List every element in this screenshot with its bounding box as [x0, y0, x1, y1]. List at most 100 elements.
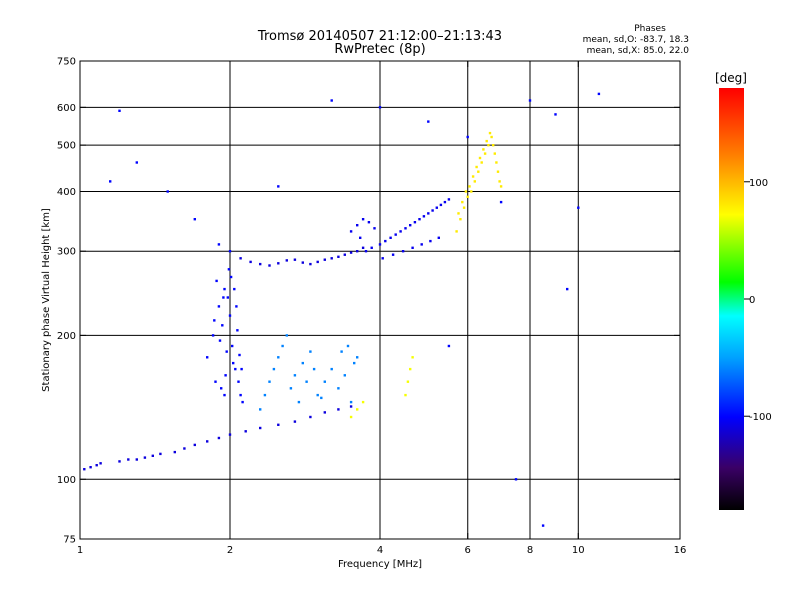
series-trace-3-5mhz — [349, 198, 451, 260]
data-point — [235, 305, 238, 308]
data-point — [193, 443, 196, 447]
data-point — [301, 261, 304, 264]
data-point — [356, 356, 359, 359]
data-point — [215, 279, 218, 283]
data-point — [495, 161, 498, 164]
data-point — [349, 400, 353, 404]
data-point — [378, 243, 382, 246]
data-point — [228, 433, 232, 436]
data-point — [437, 236, 440, 239]
colorbar-label: [deg] — [715, 71, 747, 85]
data-point — [356, 250, 359, 253]
data-point — [468, 185, 471, 188]
data-point — [566, 287, 569, 291]
data-point — [439, 203, 443, 207]
x-tick-label: 2 — [227, 545, 233, 556]
data-points — [83, 92, 601, 527]
data-point — [346, 344, 350, 348]
data-point — [340, 350, 343, 353]
data-point — [231, 344, 234, 348]
data-point — [464, 190, 468, 193]
data-point — [337, 387, 340, 390]
data-point — [233, 287, 236, 291]
data-point — [359, 236, 362, 239]
data-point — [429, 239, 432, 243]
data-point — [239, 393, 242, 397]
data-point — [406, 380, 410, 383]
data-point — [413, 221, 417, 224]
series-trace-scattered — [109, 92, 601, 527]
data-point — [166, 190, 169, 193]
data-point — [349, 415, 353, 419]
data-point — [320, 396, 323, 400]
data-point — [217, 436, 221, 440]
data-point — [343, 253, 346, 256]
data-point — [361, 218, 365, 221]
y-tick-label: 750 — [57, 57, 76, 68]
data-point — [466, 135, 469, 139]
data-point — [349, 230, 353, 233]
data-point — [151, 454, 154, 457]
data-point — [249, 260, 252, 264]
phases-mean-o: mean, sd,O: -83.7, 18.3 — [583, 35, 689, 45]
x-tick-label: 6 — [465, 545, 471, 556]
data-point — [483, 152, 487, 155]
data-point — [378, 106, 382, 109]
data-point — [427, 212, 430, 215]
data-point — [337, 408, 340, 411]
data-point — [226, 296, 229, 299]
data-point — [217, 305, 221, 308]
data-point — [244, 430, 247, 433]
data-point — [259, 408, 262, 411]
data-point — [541, 524, 545, 527]
data-point — [427, 120, 430, 123]
phases-title: Phases — [634, 24, 666, 34]
colorbar — [719, 88, 744, 510]
data-point — [577, 206, 580, 209]
data-point — [95, 464, 98, 467]
data-point — [218, 339, 222, 342]
data-point — [473, 180, 476, 183]
data-point — [447, 344, 451, 348]
data-point — [337, 255, 340, 258]
data-point — [277, 262, 280, 265]
data-point — [399, 230, 402, 233]
data-point — [381, 257, 384, 260]
data-point — [349, 405, 353, 408]
data-point — [183, 447, 186, 450]
data-point — [285, 334, 288, 337]
data-point — [431, 209, 434, 212]
data-point — [343, 374, 346, 377]
colorbar-tick-label: -100 — [749, 412, 772, 423]
data-point — [471, 175, 475, 178]
data-point — [281, 344, 284, 348]
data-point — [323, 411, 326, 414]
data-point — [443, 200, 447, 204]
data-point — [213, 319, 216, 322]
data-point — [224, 374, 227, 377]
data-point — [488, 131, 492, 135]
x-tick-label: 4 — [377, 545, 383, 556]
y-tick-label: 200 — [57, 331, 76, 342]
data-point — [389, 236, 392, 239]
data-point — [330, 99, 333, 102]
data-point — [418, 218, 421, 221]
data-point — [206, 356, 209, 359]
x-tick-label: 8 — [527, 545, 533, 556]
data-point — [237, 380, 240, 383]
data-point — [225, 350, 228, 353]
data-point — [323, 258, 326, 261]
phases-mean-x: mean, sd,X: 85.0, 22.0 — [587, 46, 690, 56]
data-point — [268, 264, 271, 267]
data-point — [401, 250, 405, 253]
data-point — [227, 268, 231, 271]
data-point — [462, 206, 466, 209]
data-point — [232, 361, 235, 365]
y-axis-label: Stationary phase Virtual Height [km] — [41, 208, 52, 392]
data-point — [241, 400, 244, 404]
data-point — [485, 139, 488, 143]
data-point — [361, 400, 365, 404]
data-point — [420, 243, 423, 246]
data-point — [309, 262, 312, 266]
